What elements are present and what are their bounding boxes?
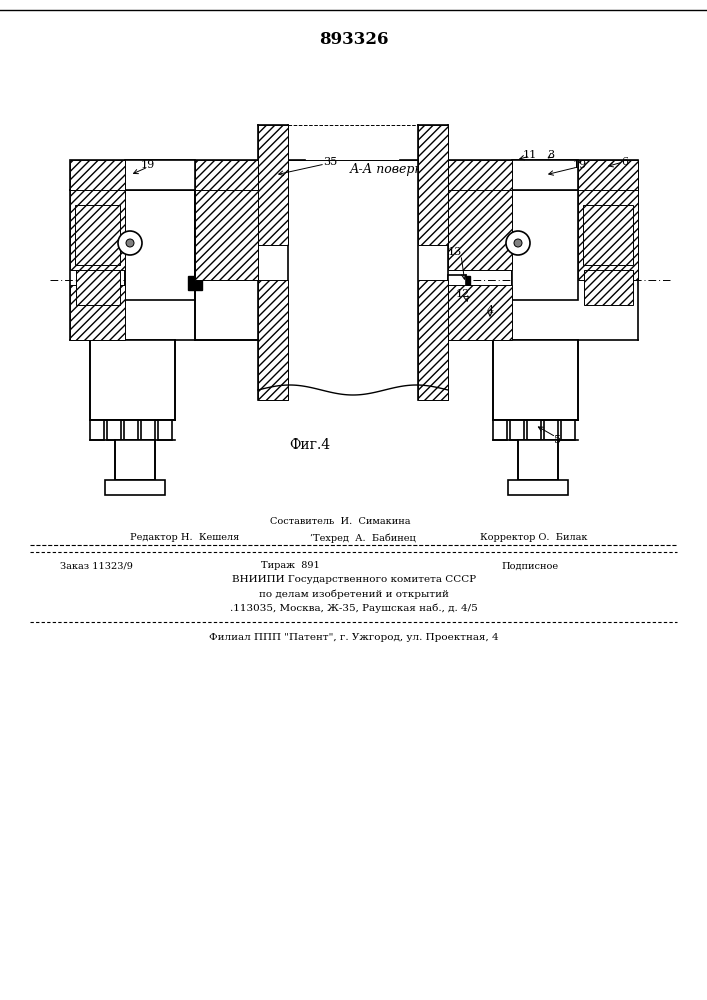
Bar bbox=[188, 276, 202, 290]
Bar bbox=[448, 160, 512, 190]
Circle shape bbox=[126, 239, 134, 247]
Bar bbox=[258, 280, 288, 400]
Text: Тираж  891: Тираж 891 bbox=[261, 562, 320, 570]
Bar bbox=[70, 190, 125, 270]
Bar bbox=[578, 190, 638, 280]
Bar bbox=[105, 480, 165, 495]
Bar bbox=[493, 340, 578, 420]
Bar bbox=[258, 125, 288, 245]
Bar bbox=[512, 170, 578, 300]
Text: А-А повернуто: А-А повернуто bbox=[350, 163, 450, 176]
Text: Фиг.4: Фиг.4 bbox=[289, 438, 331, 452]
Text: по делам изобретений и открытий: по делам изобретений и открытий bbox=[259, 589, 449, 599]
Bar bbox=[584, 270, 633, 305]
Bar bbox=[70, 285, 125, 340]
Bar bbox=[195, 190, 258, 280]
Bar bbox=[583, 205, 633, 265]
Bar bbox=[512, 160, 578, 190]
Bar bbox=[418, 125, 448, 245]
Text: Подписное: Подписное bbox=[501, 562, 559, 570]
Bar bbox=[90, 340, 175, 420]
Bar bbox=[493, 420, 507, 440]
Bar bbox=[448, 160, 638, 190]
Bar bbox=[418, 280, 448, 400]
Text: 35: 35 bbox=[323, 157, 337, 167]
Bar bbox=[124, 420, 138, 440]
Bar bbox=[141, 420, 155, 440]
Text: 6: 6 bbox=[621, 157, 629, 167]
Text: .113035, Москва, Ж-35, Раушская наб., д. 4/5: .113035, Москва, Ж-35, Раушская наб., д.… bbox=[230, 603, 478, 613]
Circle shape bbox=[118, 231, 142, 255]
Bar bbox=[510, 420, 524, 440]
Text: Составитель  И.  Симакина: Составитель И. Симакина bbox=[270, 518, 410, 526]
Text: ВНИИПИ Государственного комитета СССР: ВНИИПИ Государственного комитета СССР bbox=[232, 576, 476, 584]
Bar bbox=[578, 160, 638, 190]
Bar bbox=[107, 420, 121, 440]
Bar bbox=[158, 420, 172, 440]
Text: 13: 13 bbox=[448, 247, 462, 257]
Text: 12: 12 bbox=[456, 289, 470, 299]
Bar bbox=[456, 276, 470, 290]
Bar bbox=[125, 170, 195, 300]
Bar bbox=[448, 305, 466, 322]
Bar bbox=[561, 420, 575, 440]
Bar bbox=[195, 160, 258, 190]
Circle shape bbox=[514, 239, 522, 247]
Bar bbox=[544, 420, 558, 440]
Bar bbox=[527, 420, 541, 440]
Bar bbox=[115, 440, 155, 480]
Bar bbox=[70, 160, 258, 190]
Text: 5: 5 bbox=[554, 435, 561, 445]
Text: ’Техред  А.  Бабинец: ’Техред А. Бабинец bbox=[310, 533, 416, 543]
Bar bbox=[448, 275, 466, 305]
Bar bbox=[125, 160, 195, 190]
Bar bbox=[448, 190, 512, 270]
Text: 19: 19 bbox=[573, 160, 587, 170]
Text: 4: 4 bbox=[486, 305, 493, 315]
Text: Редактор Н.  Кешеля: Редактор Н. Кешеля bbox=[130, 534, 239, 542]
Circle shape bbox=[506, 231, 530, 255]
Bar bbox=[508, 480, 568, 495]
Bar bbox=[288, 125, 418, 400]
Text: 11: 11 bbox=[523, 150, 537, 160]
Bar bbox=[70, 160, 125, 190]
Text: Заказ 11323/9: Заказ 11323/9 bbox=[60, 562, 133, 570]
Text: 3: 3 bbox=[547, 150, 554, 160]
Text: 893326: 893326 bbox=[320, 31, 389, 48]
Text: Корректор О.  Билак: Корректор О. Билак bbox=[480, 534, 588, 542]
Bar bbox=[76, 270, 120, 305]
Bar bbox=[518, 440, 558, 480]
Bar bbox=[448, 285, 512, 340]
Text: 19: 19 bbox=[141, 160, 155, 170]
Bar bbox=[75, 205, 120, 265]
Text: Филиал ППП "Патент", г. Ужгород, ул. Проектная, 4: Филиал ППП "Патент", г. Ужгород, ул. Про… bbox=[209, 634, 499, 643]
Bar bbox=[90, 420, 104, 440]
